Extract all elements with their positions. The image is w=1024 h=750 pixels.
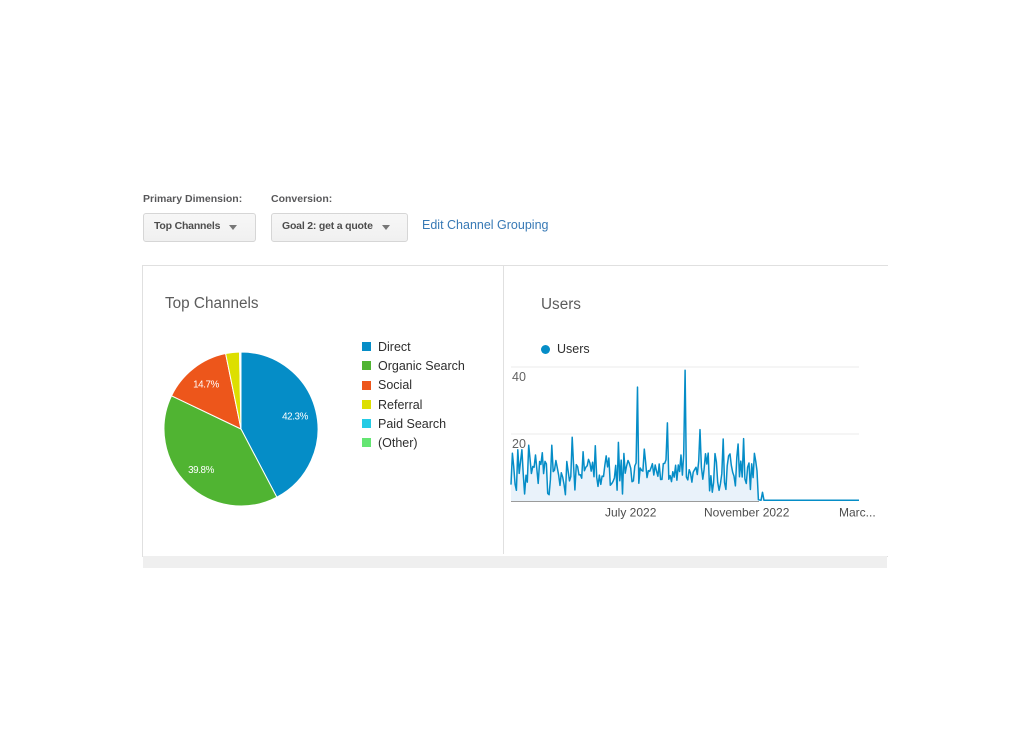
svg-text:20: 20 bbox=[512, 437, 526, 451]
svg-text:Marc...: Marc... bbox=[839, 506, 876, 520]
svg-text:July 2022: July 2022 bbox=[605, 506, 657, 520]
svg-text:40: 40 bbox=[512, 370, 526, 384]
svg-text:14.7%: 14.7% bbox=[193, 380, 219, 391]
svg-text:November 2022: November 2022 bbox=[704, 506, 790, 520]
svg-text:39.8%: 39.8% bbox=[188, 465, 214, 476]
svg-text:42.3%: 42.3% bbox=[282, 412, 308, 423]
